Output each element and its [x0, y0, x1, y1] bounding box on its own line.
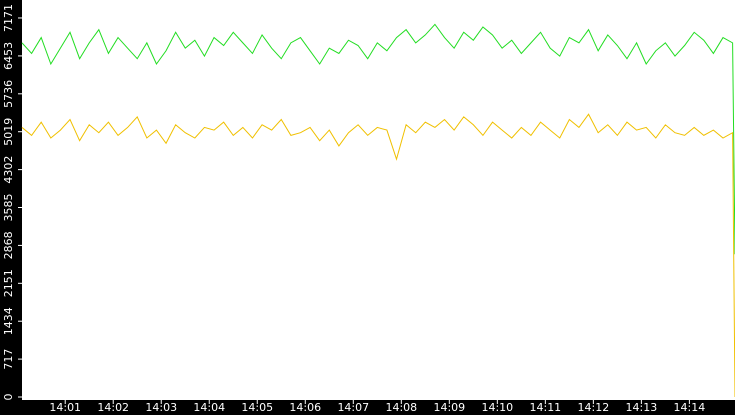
y-tick-label: 7171 — [2, 4, 15, 32]
series-line — [21, 23, 735, 255]
x-tick-label: 14:03 — [145, 401, 177, 414]
x-tick-label: 14:12 — [578, 401, 610, 414]
y-tick-label: 4302 — [2, 156, 15, 184]
x-tick-label: 14:02 — [97, 401, 129, 414]
x-tick-label: 14:14 — [674, 401, 706, 414]
x-tick-label: 14:08 — [385, 401, 417, 414]
series-line — [21, 113, 735, 398]
x-tick-label: 14:13 — [626, 401, 658, 414]
x-tick-label: 14:10 — [481, 401, 513, 414]
x-axis-bar — [0, 400, 735, 415]
x-tick-label: 14:04 — [193, 401, 225, 414]
y-tick-label: 5736 — [2, 80, 15, 108]
y-tick-label: 1434 — [2, 307, 15, 335]
y-tick-label: 717 — [2, 349, 15, 370]
x-tick-label: 14:09 — [433, 401, 465, 414]
x-tick-label: 14:01 — [49, 401, 81, 414]
y-tick-label: 5019 — [2, 118, 15, 146]
x-tick-label: 14:07 — [337, 401, 369, 414]
y-tick-label: 6453 — [2, 42, 15, 70]
y-tick-label: 2151 — [2, 269, 15, 297]
y-tick-label: 3585 — [2, 194, 15, 222]
y-axis-bar — [0, 0, 22, 415]
x-tick-label: 14:05 — [241, 401, 273, 414]
y-tick-label: 2868 — [2, 231, 15, 259]
y-tick-label: 0 — [2, 394, 15, 401]
x-tick-label: 14:11 — [529, 401, 561, 414]
x-tick-label: 14:06 — [289, 401, 321, 414]
